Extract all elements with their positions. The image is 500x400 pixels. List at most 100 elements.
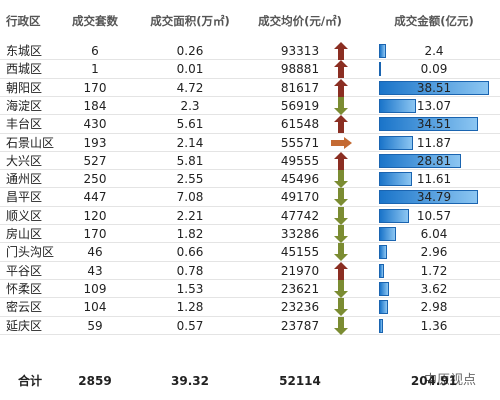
arrow-shape xyxy=(334,151,348,170)
column-header: 成交金额(亿元) xyxy=(394,14,474,28)
row-separator xyxy=(0,297,500,299)
amount-bar xyxy=(379,44,386,58)
cell: 447 xyxy=(83,190,107,205)
amount-bar xyxy=(379,263,384,278)
amount-bar xyxy=(379,117,478,132)
cell: 0.57 xyxy=(176,318,204,333)
cell: 184 xyxy=(83,98,107,113)
arrow-shape xyxy=(334,78,348,97)
cell: 193 xyxy=(83,135,107,150)
row-separator xyxy=(0,169,500,171)
cell: 56919 xyxy=(280,98,320,113)
cell: 170 xyxy=(83,80,107,95)
district: 昌平区 xyxy=(6,190,43,205)
cell: 2.96 xyxy=(420,245,448,260)
trend-arrow xyxy=(334,42,348,60)
row-separator xyxy=(0,59,500,61)
cell: 23236 xyxy=(280,300,320,315)
amount-bar xyxy=(379,318,383,333)
amount-bar xyxy=(379,80,489,95)
district: 通州区 xyxy=(6,172,43,187)
amount-bar xyxy=(379,98,417,113)
row-separator xyxy=(0,205,500,207)
cell: 6 xyxy=(91,44,99,58)
trend-arrow xyxy=(334,170,348,189)
arrow-shape xyxy=(334,298,348,317)
row-separator xyxy=(0,187,500,189)
arrow-shape xyxy=(334,243,348,262)
trend-arrow xyxy=(334,225,348,243)
cell: 527 xyxy=(83,153,107,168)
cell: 0.01 xyxy=(176,62,204,77)
row-separator xyxy=(0,260,500,262)
cell: 4.72 xyxy=(176,80,204,95)
district: 平谷区 xyxy=(6,263,43,278)
cell: 5.81 xyxy=(176,153,204,168)
cell: 61548 xyxy=(280,117,320,132)
cell: 3.62 xyxy=(420,281,448,296)
cell: 104 xyxy=(83,300,107,315)
cell: 23787 xyxy=(280,318,320,333)
cell: 1.36 xyxy=(420,318,448,333)
arrow-shape xyxy=(334,115,348,134)
row-separator xyxy=(0,333,500,335)
amount-bar xyxy=(379,227,397,241)
amount-bar xyxy=(379,135,413,150)
total-cell: 2859 xyxy=(78,374,112,388)
cell: 49170 xyxy=(280,190,320,205)
district: 房山区 xyxy=(6,227,43,241)
cell: 13.07 xyxy=(416,98,452,113)
trend-arrow xyxy=(331,136,352,149)
row-separator xyxy=(0,114,500,116)
cell: 34.79 xyxy=(416,190,452,205)
district: 西城区 xyxy=(6,62,43,77)
arrow-shape xyxy=(334,188,348,207)
cell: 81617 xyxy=(280,80,320,95)
amount-bar xyxy=(379,281,390,296)
cell: 0.66 xyxy=(176,245,204,260)
cell: 6.04 xyxy=(420,227,448,241)
cell: 45496 xyxy=(280,172,320,187)
amount-bar xyxy=(379,62,381,77)
row-separator xyxy=(0,242,500,244)
row-separator xyxy=(0,224,500,225)
cell: 1.28 xyxy=(176,300,204,315)
cell: 47742 xyxy=(280,208,320,223)
district: 石景山区 xyxy=(6,135,55,150)
cell: 109 xyxy=(83,281,107,296)
amount-bar xyxy=(379,300,388,315)
row-separator xyxy=(0,315,500,317)
cell: 2.3 xyxy=(180,98,200,113)
district: 朝阳区 xyxy=(6,80,43,95)
amount-bar xyxy=(379,153,462,168)
column-header: 成交面积(万㎡) xyxy=(150,14,230,28)
cell: 1 xyxy=(91,62,99,77)
cell: 11.87 xyxy=(416,135,452,150)
cell: 55571 xyxy=(280,135,320,150)
cell: 1.72 xyxy=(420,263,448,278)
cell: 0.26 xyxy=(176,44,204,58)
cell: 43 xyxy=(87,263,103,278)
cell: 0.09 xyxy=(420,62,448,77)
cell: 46 xyxy=(87,245,103,260)
cell: 1.53 xyxy=(176,281,204,296)
cell: 34.51 xyxy=(416,117,452,132)
row-separator xyxy=(0,132,500,134)
arrow-shape xyxy=(334,225,348,243)
cell: 2.55 xyxy=(176,172,204,187)
total-cell: 39.32 xyxy=(171,374,209,388)
district: 东城区 xyxy=(6,44,43,58)
district: 海淀区 xyxy=(6,98,43,113)
column-header: 成交均价(元/㎡) xyxy=(258,14,342,28)
row-separator xyxy=(0,77,500,79)
trend-arrow xyxy=(334,243,348,262)
column-header: 成交套数 xyxy=(72,14,118,28)
amount-bar xyxy=(379,172,413,187)
cell: 120 xyxy=(83,208,107,223)
cell: 10.57 xyxy=(416,208,452,223)
row-separator xyxy=(0,150,500,152)
trend-arrow xyxy=(334,188,348,207)
total-cell: 52114 xyxy=(279,374,321,388)
district: 怀柔区 xyxy=(6,281,43,296)
trend-arrow xyxy=(334,316,348,335)
